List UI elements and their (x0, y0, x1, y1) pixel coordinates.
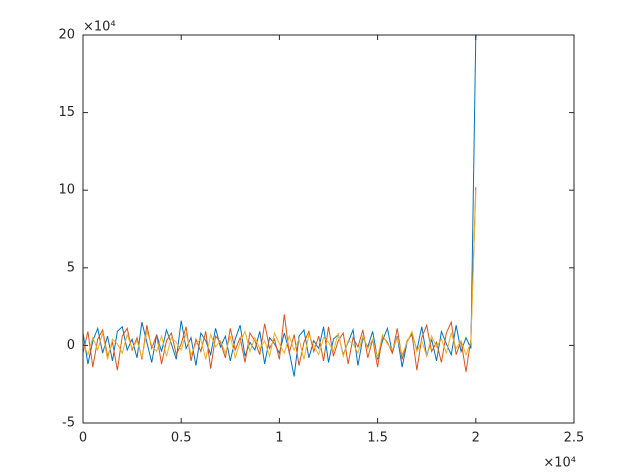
y-tick-label: 5 (67, 260, 75, 275)
axes-box (82, 34, 575, 424)
y-tick-label: 15 (58, 105, 75, 120)
x-tick-label: 2.5 (564, 431, 585, 446)
x-multiplier: ×10⁴ (543, 456, 576, 471)
y-tick-label: 10 (58, 183, 75, 198)
line-series (82, 187, 477, 372)
x-tick-label: 0 (79, 431, 87, 446)
y-tick-label: 0 (67, 338, 75, 353)
x-tick-label: 1.5 (367, 431, 388, 446)
x-tick-label: 0.5 (171, 431, 192, 446)
y-tick-label: 20 (58, 28, 75, 43)
y-tick-label: -5 (62, 416, 75, 431)
x-tick-label: 2 (472, 431, 480, 446)
line-series (82, 190, 477, 360)
y-multiplier: ×10⁴ (83, 20, 116, 35)
x-tick-label: 1 (275, 431, 283, 446)
